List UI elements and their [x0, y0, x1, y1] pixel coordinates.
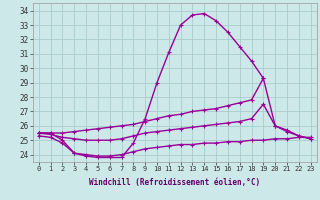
X-axis label: Windchill (Refroidissement éolien,°C): Windchill (Refroidissement éolien,°C) — [89, 178, 260, 187]
